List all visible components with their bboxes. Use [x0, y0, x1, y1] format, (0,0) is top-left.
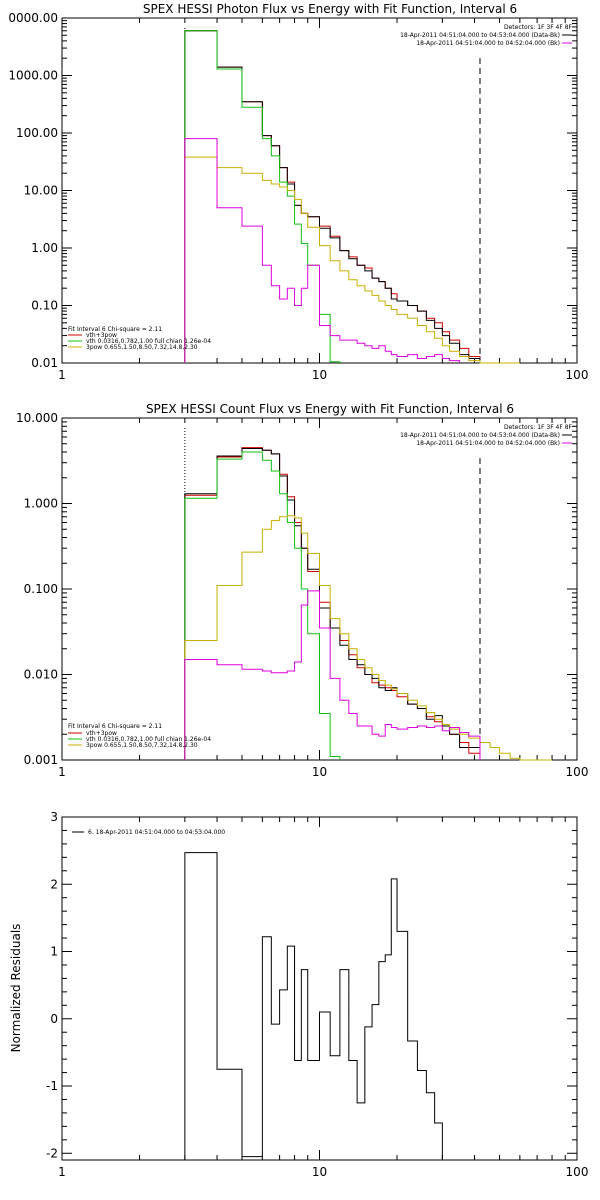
fit-legend-label: vth 0.0316,0.782,1.00 full chian 1.26e-0…	[86, 736, 211, 743]
y-tick-label: 0	[50, 1012, 58, 1026]
chart-title: SPEX HESSI Photon Flux vs Energy with Fi…	[143, 2, 517, 16]
chart-title: SPEX HESSI Count Flux vs Energy with Fit…	[146, 402, 514, 416]
x-tick-label: 1	[58, 1165, 66, 1179]
x-tick-label: 100	[566, 1165, 589, 1179]
y-tick-label: 1000.00	[8, 69, 58, 83]
x-tick-label: 100	[566, 368, 589, 382]
series-line-1	[184, 30, 481, 363]
y-tick-label: -2	[46, 1146, 58, 1160]
series-line-3	[184, 515, 553, 761]
photon-flux-panel: SPEX HESSI Photon Flux vs Energy with Fi…	[8, 2, 588, 382]
y-tick-label: 0.10	[31, 299, 58, 313]
fit-text: Fit Interval 6 Chi-square = 2.11	[68, 723, 162, 730]
y-tick-label: 100.00	[16, 126, 58, 140]
y-tick-label: 0.001	[24, 753, 58, 767]
series-line-4	[184, 138, 461, 363]
x-tick-label: 10	[312, 1165, 327, 1179]
series-line-0	[184, 30, 481, 363]
y-tick-label: 3	[50, 810, 58, 824]
series-line-3	[184, 156, 520, 364]
x-tick-label: 100	[566, 765, 589, 779]
plot-lines	[184, 852, 443, 1160]
series-line-4	[184, 590, 481, 760]
y-tick-label: 10.000	[16, 411, 58, 425]
legend-detectors: Detectors: 1F 3F 4F 8F	[504, 424, 573, 431]
y-tick-label: 0.100	[24, 582, 58, 596]
y-tick-label: 0000.00	[8, 11, 58, 25]
series-line-0	[184, 447, 481, 760]
y-tick-label: 1.000	[24, 497, 58, 511]
y-tick-label: 1.00	[31, 241, 58, 255]
fit-legend-label: vth 0.0316,0.782,1.00 full chian 1.26e-0…	[86, 338, 211, 345]
plot-lines	[184, 428, 553, 761]
y-tick-label: 1	[50, 945, 58, 959]
y-tick-label: 10.00	[24, 184, 58, 198]
axis-ticks: 1 10 100 0000.00 1000.00 100.00 10.00 1.00 0.10 0…	[8, 11, 588, 382]
series-line-1	[184, 447, 481, 760]
fit-legend-label: 3pow 0.655,1.50,8.50,7.32,14.8,2.30	[86, 742, 198, 749]
plot-frame	[61, 816, 578, 1161]
axis-ticks: 1 10 100 10.000 1.000 0.100 0.010 0.001	[16, 411, 588, 779]
series-line-0	[184, 852, 443, 1160]
x-tick-label: 1	[58, 368, 66, 382]
count-flux-panel: SPEX HESSI Count Flux vs Energy with Fit…	[16, 402, 588, 779]
fit-legend-label: vth+3pow	[86, 332, 117, 339]
fit-legend-label: vth+3pow	[86, 730, 117, 737]
legend-label: 6. 18-Apr-2011 04:51:04.000 to 04:53:04.…	[88, 829, 225, 836]
legend-data-label: 18-Apr-2011 04:51:04.000 to 04:53:04.000…	[400, 432, 560, 439]
fit-legend-label: 3pow 0.655,1.50,8.50,7.32,14.8,2.30	[86, 344, 198, 351]
legend-bk-label: 18-Apr-2011 04:51:04.000 to 04:52:04.000…	[416, 440, 560, 447]
x-tick-label: 10	[312, 765, 327, 779]
x-tick-label: 1	[58, 765, 66, 779]
y-tick-label: 2	[50, 877, 58, 891]
y-axis-label: Normalized Residuals	[9, 924, 23, 1053]
y-tick-label: -1	[46, 1079, 58, 1093]
fit-text: Fit Interval 6 Chi-square = 2.11	[68, 326, 162, 333]
y-tick-label: 0.01	[31, 356, 58, 370]
legend-bk-label: 18-Apr-2011 04:51:04.000 to 04:52:04.000…	[416, 40, 560, 47]
plot-lines	[184, 28, 520, 364]
series-line-2	[184, 451, 341, 760]
legend-data-label: 18-Apr-2011 04:51:04.000 to 04:53:04.000…	[400, 32, 560, 39]
series-line-2	[184, 30, 341, 363]
y-tick-label: 0.010	[24, 668, 58, 682]
x-tick-label: 10	[312, 368, 327, 382]
legend-detectors: Detectors: 1F 3F 4F 8F	[504, 24, 573, 31]
